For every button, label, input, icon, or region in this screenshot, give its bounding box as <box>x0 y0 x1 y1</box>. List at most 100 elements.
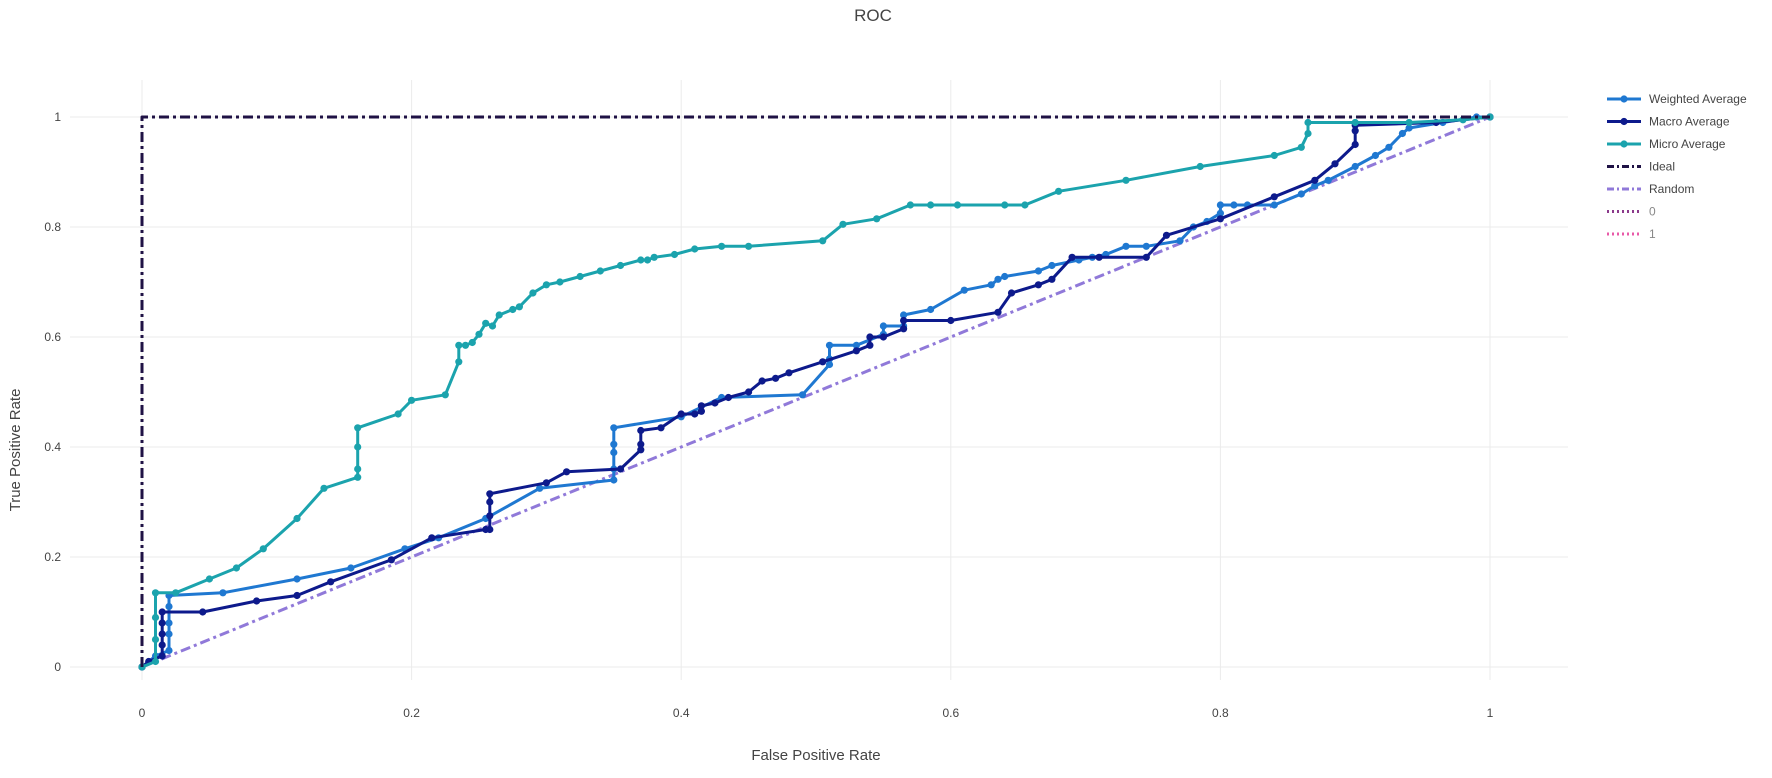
data-point-micro-average <box>408 396 416 404</box>
series-line-macro-average <box>141 115 1491 669</box>
legend-label: 1 <box>1649 227 1656 241</box>
legend-item-weighted-average[interactable]: Weighted Average <box>1607 92 1747 106</box>
data-point-macro-average <box>486 525 494 534</box>
data-point-micro-average <box>354 473 362 481</box>
data-point-micro-average <box>839 220 847 228</box>
data-point-micro-average <box>482 319 490 327</box>
data-point-micro-average <box>151 589 160 597</box>
legend-label: Ideal <box>1649 160 1675 174</box>
data-point-macro-average <box>637 446 645 454</box>
data-point-macro-average <box>657 424 665 432</box>
data-point-macro-average <box>1331 160 1339 168</box>
data-point-macro-average <box>879 333 888 341</box>
data-point-weighted-average <box>1324 176 1332 184</box>
data-point-macro-average <box>866 333 874 341</box>
data-point-macro-average <box>563 468 571 476</box>
data-point-micro-average <box>488 322 497 330</box>
data-point-weighted-average <box>1122 242 1130 250</box>
data-point-macro-average <box>158 641 166 649</box>
legend-label: Micro Average <box>1649 137 1726 151</box>
data-point-micro-average <box>354 424 362 432</box>
y-tick-label: 0.4 <box>44 440 61 454</box>
data-point-macro-average <box>745 388 753 396</box>
data-point-macro-average <box>900 316 908 325</box>
data-point-macro-average <box>1142 253 1150 261</box>
data-point-macro-average <box>900 325 908 333</box>
data-point-micro-average <box>643 256 652 264</box>
tick-labels: 0 0.2 0.4 0.6 0.8 1 0 0.2 0.4 0.6 0.8 1 <box>44 110 1493 720</box>
data-point-micro-average <box>151 635 160 644</box>
data-point-macro-average <box>711 399 719 407</box>
series-line-random <box>141 115 1491 669</box>
data-point-macro-average <box>1351 140 1359 149</box>
series-random <box>141 115 1491 669</box>
legend-item-micro-average[interactable]: Micro Average <box>1607 137 1726 151</box>
data-point-macro-average <box>158 652 166 660</box>
data-point-weighted-average <box>1351 162 1359 171</box>
data-point-macro-average <box>1007 289 1016 297</box>
data-point-macro-average <box>866 341 874 349</box>
data-point-weighted-average <box>987 281 995 289</box>
x-tick-label: 0.6 <box>942 706 959 720</box>
data-point-macro-average <box>158 619 166 627</box>
data-point-micro-average <box>1021 201 1029 209</box>
data-point-weighted-average <box>1034 267 1042 275</box>
data-point-micro-average <box>232 564 240 572</box>
legend-item-1[interactable]: 1 <box>1607 227 1656 241</box>
data-point-micro-average <box>596 267 604 275</box>
series-ideal <box>140 115 1490 667</box>
data-point-weighted-average <box>165 602 173 611</box>
data-point-micro-average <box>515 303 524 311</box>
data-point-weighted-average <box>994 275 1002 283</box>
data-point-macro-average <box>1034 281 1042 289</box>
data-point-macro-average <box>1270 193 1278 201</box>
data-point-micro-average <box>259 545 267 553</box>
data-point-micro-average <box>1304 129 1312 138</box>
data-point-macro-average <box>1068 253 1076 261</box>
x-axis-title: False Positive Rate <box>751 747 880 764</box>
data-point-weighted-average <box>347 564 355 572</box>
x-tick-label: 0 <box>139 706 146 720</box>
series-micro-average <box>138 113 1494 671</box>
grid <box>70 80 1568 680</box>
data-point-weighted-average <box>1216 201 1224 209</box>
data-point-micro-average <box>354 443 362 451</box>
data-point-micro-average <box>354 465 362 473</box>
legend-item-ideal[interactable]: Ideal <box>1607 160 1675 174</box>
data-point-macro-average <box>697 402 706 410</box>
legend-item-macro-average[interactable]: Macro Average <box>1607 115 1730 129</box>
data-point-weighted-average <box>825 360 834 369</box>
data-point-micro-average <box>1297 143 1305 151</box>
data-point-micro-average <box>468 338 476 347</box>
data-point-micro-average <box>509 305 517 314</box>
data-point-weighted-average <box>1216 209 1224 217</box>
data-point-macro-average <box>785 369 793 377</box>
data-point-micro-average <box>1196 162 1204 171</box>
data-point-macro-average <box>616 465 625 473</box>
data-point-micro-average <box>205 575 213 583</box>
legend-item-0[interactable]: 0 <box>1607 205 1656 219</box>
legend-item-random[interactable]: Random <box>1607 182 1694 196</box>
chart-title: ROC <box>854 6 892 25</box>
y-axis-title: True Positive Rate <box>7 389 24 512</box>
data-point-macro-average <box>542 479 551 487</box>
data-point-weighted-average <box>1142 242 1150 250</box>
y-tick-label: 0 <box>54 660 61 674</box>
data-point-micro-average <box>637 256 645 264</box>
y-tick-label: 1 <box>54 110 61 124</box>
legend-label: Weighted Average <box>1649 92 1747 106</box>
data-point-weighted-average <box>165 619 173 627</box>
data-point-micro-average <box>151 613 160 622</box>
data-point-micro-average <box>495 311 503 319</box>
data-point-micro-average <box>529 289 537 297</box>
data-point-micro-average <box>455 341 463 349</box>
data-point-macro-average <box>428 534 436 542</box>
data-point-weighted-average <box>879 322 888 330</box>
data-point-micro-average <box>873 215 881 223</box>
data-point-micro-average <box>1122 176 1130 184</box>
data-point-macro-average <box>852 347 861 355</box>
plot-series <box>138 113 1494 671</box>
data-point-weighted-average <box>960 286 968 294</box>
legend-label: Random <box>1649 182 1694 196</box>
